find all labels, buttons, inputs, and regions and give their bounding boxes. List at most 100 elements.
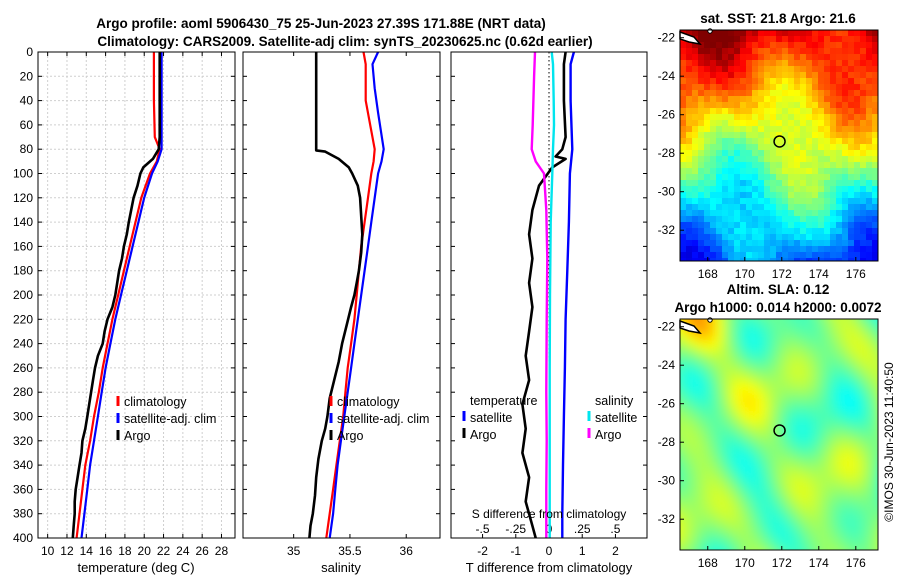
map-cell — [824, 168, 831, 175]
map-cell — [716, 403, 723, 410]
map-cell — [716, 529, 723, 536]
map-cell — [824, 529, 831, 536]
map-cell — [722, 186, 729, 193]
map-cell — [854, 379, 861, 386]
map-cell — [860, 144, 867, 151]
map-cell — [800, 252, 807, 259]
y-tick-label: 280 — [13, 385, 33, 399]
map-cell — [878, 535, 885, 542]
map-cell — [770, 180, 777, 187]
map-cell — [740, 397, 747, 404]
map-cell — [836, 210, 843, 217]
map-cell — [854, 216, 861, 223]
map-cell — [794, 246, 801, 253]
map-cell — [758, 403, 765, 410]
map-cell — [764, 258, 771, 261]
map-cell — [860, 138, 867, 145]
map-cell — [752, 361, 759, 368]
map-cell — [782, 391, 789, 398]
map-cell — [686, 186, 693, 193]
map-cell — [692, 487, 699, 494]
map-cell — [800, 54, 807, 61]
map-cell — [824, 66, 831, 73]
map-cell — [686, 463, 693, 470]
map-cell — [746, 72, 753, 79]
map-cell — [746, 529, 753, 536]
map-cell — [680, 132, 687, 139]
map-cell — [680, 343, 687, 350]
map-cell — [776, 343, 783, 350]
map-cell — [728, 325, 735, 332]
map-cell — [836, 72, 843, 79]
map-cell — [680, 174, 687, 181]
map-cell — [818, 463, 825, 470]
map-cell — [752, 463, 759, 470]
map-cell — [752, 379, 759, 386]
map-cell — [782, 475, 789, 482]
map-cell — [722, 547, 729, 550]
map-cell — [788, 48, 795, 55]
map-cell — [776, 138, 783, 145]
map-cell — [872, 72, 878, 79]
map-cell — [818, 475, 825, 482]
map-cell — [830, 60, 837, 67]
map-cell — [698, 505, 705, 512]
map-cell — [698, 367, 705, 374]
map-cell — [692, 138, 699, 145]
map-cell — [848, 523, 855, 530]
map-cell — [836, 523, 843, 530]
map-cell — [830, 511, 837, 518]
map-cell — [746, 451, 753, 458]
map-cell — [842, 367, 849, 374]
map-cell — [698, 48, 705, 55]
map-cell — [794, 319, 801, 326]
map-cell — [686, 156, 693, 163]
map-cell — [806, 517, 813, 524]
map-cell — [746, 204, 753, 211]
map-cell — [740, 445, 747, 452]
map-cell — [770, 36, 777, 43]
map-cell — [692, 391, 699, 398]
map-cell — [752, 409, 759, 416]
map-cell — [806, 186, 813, 193]
map-cell — [728, 72, 735, 79]
map-cell — [722, 367, 729, 374]
map-cell — [758, 319, 765, 326]
map-cell — [740, 475, 747, 482]
map-cell — [860, 463, 867, 470]
map-cell — [854, 403, 861, 410]
map-cell — [800, 385, 807, 392]
map-cell — [854, 355, 861, 362]
map-cell — [782, 216, 789, 223]
map-cell — [680, 355, 687, 362]
map-cell — [872, 258, 878, 261]
map-cell — [872, 457, 878, 464]
map-cell — [734, 349, 741, 356]
map-cell — [752, 391, 759, 398]
map-cell — [848, 126, 855, 133]
map-cell — [680, 409, 687, 416]
map-cell — [698, 487, 705, 494]
map-cell — [686, 379, 693, 386]
map-cell — [860, 90, 867, 97]
map-cell — [716, 30, 723, 37]
map-cell — [734, 234, 741, 241]
map-cell — [668, 541, 675, 548]
map-cell — [692, 469, 699, 476]
map-cell — [728, 66, 735, 73]
map-cell — [854, 331, 861, 338]
map-cell — [848, 144, 855, 151]
map-cell — [830, 78, 837, 85]
map-cell — [782, 343, 789, 350]
map-cell — [758, 427, 765, 434]
map-cell — [692, 60, 699, 67]
map-cell — [842, 403, 849, 410]
map-cell — [764, 150, 771, 157]
map-cell — [734, 138, 741, 145]
map-cell — [752, 439, 759, 446]
map-cell — [722, 174, 729, 181]
map-cell — [812, 325, 819, 332]
map-cell — [794, 192, 801, 199]
map-cell — [680, 96, 687, 103]
map-cell — [824, 186, 831, 193]
